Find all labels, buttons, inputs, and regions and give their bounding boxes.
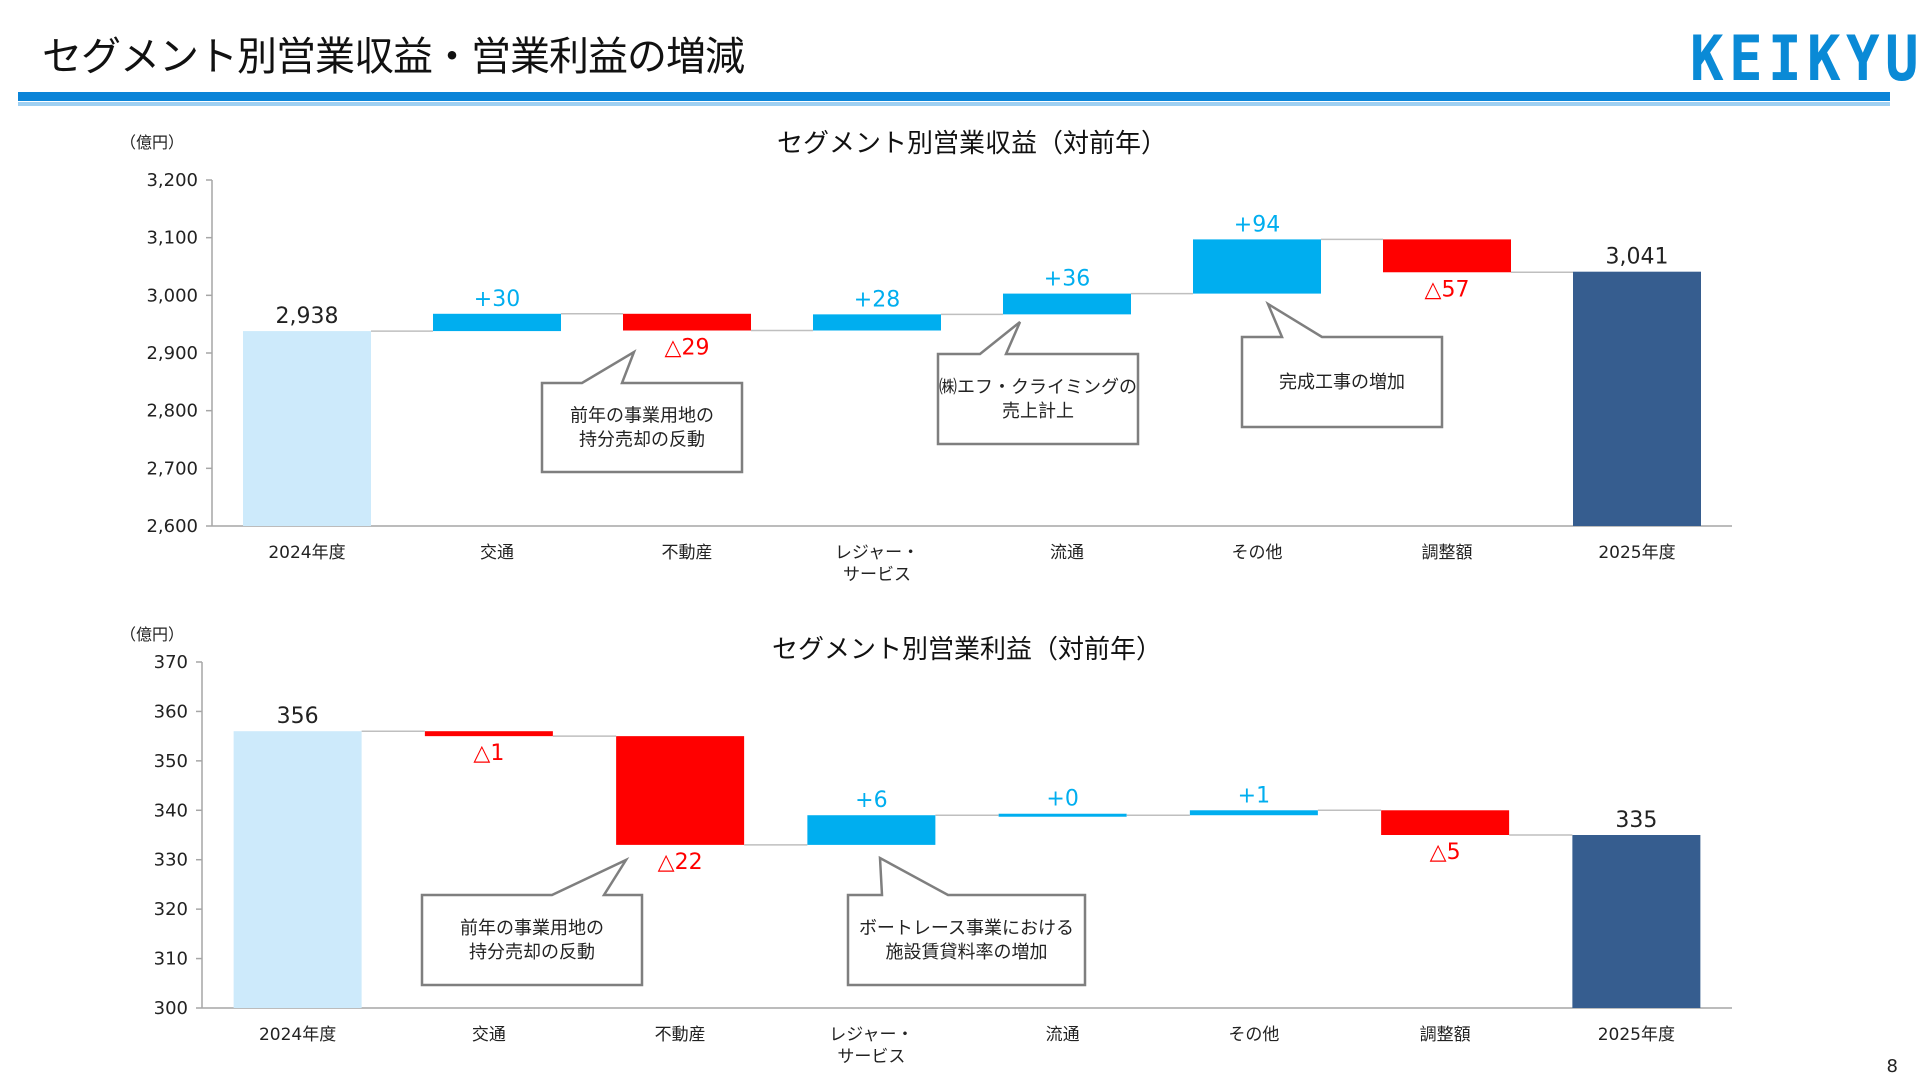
y-tick-label: 310 xyxy=(154,949,188,970)
data-label: 335 xyxy=(1615,808,1657,833)
data-label: +94 xyxy=(1234,212,1280,237)
y-tick-label: 2,700 xyxy=(146,458,198,479)
x-tick-label: その他 xyxy=(1232,543,1283,563)
callout-text: ㈱エフ・クライミングの xyxy=(939,377,1137,398)
decrease-bar xyxy=(616,736,745,845)
increase-bar xyxy=(433,313,561,332)
increase-bar xyxy=(1189,810,1318,816)
callout-text: 売上計上 xyxy=(1002,401,1074,422)
y-tick-label: 370 xyxy=(154,652,188,673)
x-tick-label: サービス xyxy=(837,1047,905,1067)
callout-text: 前年の事業用地の xyxy=(460,918,604,939)
total-bar xyxy=(243,331,371,526)
callout-text: 持分売却の反動 xyxy=(469,942,595,963)
x-tick-label: 交通 xyxy=(480,543,514,563)
header-divider-thin xyxy=(18,102,1890,106)
callout-box xyxy=(540,349,744,474)
y-tick-label: 3,200 xyxy=(146,170,198,191)
x-tick-label: 交通 xyxy=(472,1025,506,1045)
y-tick-label: 320 xyxy=(154,899,188,920)
x-tick-label: 2024年度 xyxy=(268,543,345,563)
data-label: △29 xyxy=(665,336,710,361)
data-label: +36 xyxy=(1044,267,1090,292)
total-bar xyxy=(1572,835,1701,1008)
callout-text: 持分売却の反動 xyxy=(579,430,705,451)
x-tick-label: レジャー・ xyxy=(829,1025,913,1045)
x-tick-label: 2024年度 xyxy=(259,1025,336,1045)
x-tick-label: 流通 xyxy=(1046,1025,1080,1045)
y-tick-label: 2,600 xyxy=(146,516,198,537)
x-tick-label: その他 xyxy=(1228,1025,1279,1045)
x-tick-label: 不動産 xyxy=(662,543,713,563)
decrease-bar xyxy=(1381,810,1510,835)
increase-bar xyxy=(813,314,941,331)
data-label: +1 xyxy=(1238,783,1270,808)
y-tick-label: 3,100 xyxy=(146,228,198,249)
callout-box xyxy=(1240,300,1444,429)
data-label: +0 xyxy=(1046,787,1078,812)
y-tick-label: 300 xyxy=(154,998,188,1019)
data-label: △5 xyxy=(1430,840,1461,865)
x-tick-label: 不動産 xyxy=(655,1025,706,1045)
decrease-bar xyxy=(623,313,751,331)
page-title: セグメント別営業収益・営業利益の増減 xyxy=(42,34,745,80)
total-bar xyxy=(233,731,362,1008)
chart-title: セグメント別営業利益（対前年） xyxy=(772,635,1162,665)
unit-label: （億円） xyxy=(120,133,184,152)
decrease-bar xyxy=(424,731,553,737)
callout-text: 前年の事業用地の xyxy=(570,406,714,427)
data-label: △1 xyxy=(473,741,504,766)
y-tick-label: 2,900 xyxy=(146,343,198,364)
y-tick-label: 2,800 xyxy=(146,401,198,422)
y-tick-label: 350 xyxy=(154,751,188,772)
y-tick-label: 360 xyxy=(154,701,188,722)
x-tick-label: 2025年度 xyxy=(1598,543,1675,563)
y-tick-label: 340 xyxy=(154,800,188,821)
data-label: 2,938 xyxy=(276,304,339,329)
increase-bar xyxy=(998,813,1127,817)
data-label: +30 xyxy=(474,287,520,312)
increase-bar xyxy=(1003,293,1131,315)
x-tick-label: サービス xyxy=(843,565,911,585)
data-label: 356 xyxy=(277,704,319,729)
keikyu-logo: KEIKYU xyxy=(1690,22,1920,95)
callout-box xyxy=(936,321,1140,446)
header-divider xyxy=(18,92,1890,101)
data-label: +6 xyxy=(855,788,887,813)
callout-text: ボートレース事業における xyxy=(859,918,1074,939)
decrease-bar xyxy=(1383,239,1511,273)
x-tick-label: 流通 xyxy=(1050,543,1084,563)
y-tick-label: 330 xyxy=(154,850,188,871)
data-label: △57 xyxy=(1425,277,1470,302)
callout-text: 施設賃貸料率の増加 xyxy=(886,942,1048,963)
x-tick-label: 2025年度 xyxy=(1598,1025,1675,1045)
callout-box xyxy=(846,855,1087,987)
increase-bar xyxy=(1193,239,1321,294)
callout-box xyxy=(420,857,644,987)
unit-label: （億円） xyxy=(120,625,184,644)
page-number: 8 xyxy=(1886,1056,1898,1077)
x-tick-label: レジャー・ xyxy=(835,543,919,563)
chart-title: セグメント別営業収益（対前年） xyxy=(777,129,1167,159)
increase-bar xyxy=(807,815,936,845)
data-label: △22 xyxy=(658,850,703,875)
data-label: 3,041 xyxy=(1606,245,1669,270)
data-label: +28 xyxy=(854,287,900,312)
x-tick-label: 調整額 xyxy=(1422,543,1473,563)
x-tick-label: 調整額 xyxy=(1420,1025,1471,1045)
callout-text: 完成工事の増加 xyxy=(1279,372,1405,393)
total-bar xyxy=(1573,271,1701,526)
y-tick-label: 3,000 xyxy=(146,285,198,306)
